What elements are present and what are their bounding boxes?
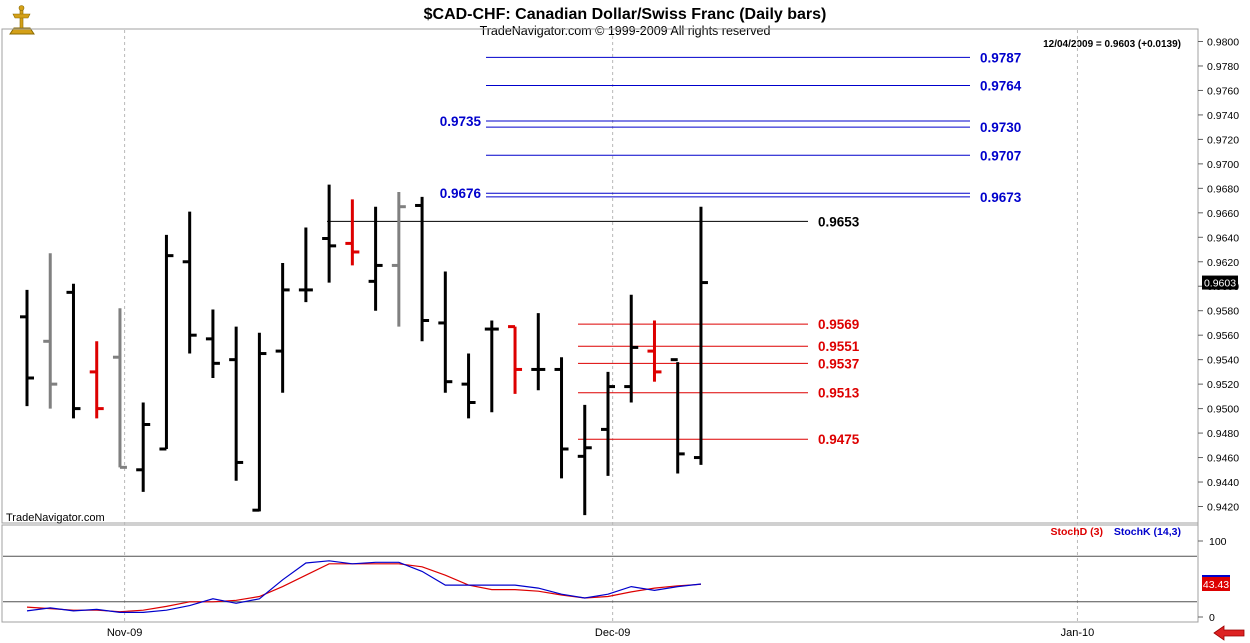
ohlc-bar [89,341,104,419]
ohlc-bar [322,184,337,283]
y-tick-label: 0.9500 [1207,404,1239,416]
y-tick-label: 0.9540 [1207,355,1239,367]
ohlc-bar [508,325,523,394]
date-axis: Nov-09 Dec-09 Jan-10 [107,627,1094,639]
stoch-last-value-label: 43.43 [1203,579,1229,591]
y-tick-label: 0.9760 [1207,85,1239,97]
y-tick-label: 0.9580 [1207,306,1239,318]
y-tick-label: 0.9680 [1207,183,1239,195]
last-price-label: 0.9603 [1204,278,1236,290]
scroll-right-arrow-icon[interactable] [1212,625,1248,641]
red-level-label: 0.9475 [818,432,860,447]
x-tick-label: Dec-09 [595,627,630,639]
y-tick-label: 0.9620 [1207,257,1239,269]
x-tick-label: Nov-09 [107,627,142,639]
blue-level-label: 0.9707 [980,148,1021,163]
vertical-gridlines [124,30,1078,621]
black-level-label: 0.9653 [818,214,860,229]
blue-level-label: 0.9673 [980,190,1022,205]
ohlc-bar [670,358,685,474]
stochastic-legend: StochD (3) StochK (14,3) [1051,526,1182,538]
y-tick-label: 0.9640 [1207,232,1239,244]
y-tick-label: 0.9780 [1207,61,1239,73]
ohlc-bar [577,404,592,516]
stochk-line [26,560,702,614]
ohlc-bar [554,357,569,479]
ohlc-bar [298,227,313,303]
price-axis: 0.9800 0.9780 0.9760 0.9740 0.9720 0.9700 0.96… [1198,37,1239,514]
stochd-line [26,563,701,613]
stoch-y-tick-label: 100 [1209,536,1227,548]
ohlc-bar [112,308,127,469]
red-level-label: 0.9537 [818,356,859,371]
last-price-marker: 0.9603 [1202,275,1238,290]
red-level-label: 0.9551 [818,339,860,354]
y-tick-label: 0.9440 [1207,477,1239,489]
price-panel-frame [1,28,1199,524]
y-tick-label: 0.9420 [1207,502,1239,514]
ohlc-bar [438,271,453,393]
stoch-last-value-box [1202,576,1230,591]
price-levels: 0.9735 0.9676 0.9787 0.9764 0.9730 0.9707 0.96… [327,50,1022,447]
ohlc-bar [182,211,197,354]
chart-subtitle: TradeNavigator.com © 1999-2009 All right… [480,24,771,38]
ohlc-bar [275,262,290,393]
y-tick-label: 0.9460 [1207,453,1239,465]
ohlc-bar [43,253,58,409]
trade-navigator-logo-icon[interactable] [9,5,35,35]
ohlc-bar [252,332,267,512]
ohlc-bar [159,234,174,451]
stoch-y-tick-label: 0 [1209,612,1215,624]
red-level-label: 0.9513 [818,386,860,401]
y-tick-label: 0.9800 [1207,37,1239,49]
ohlc-bar [136,402,151,492]
legend-stochk: StochK (14,3) [1114,526,1181,538]
blue-level-label: 0.9787 [980,50,1021,65]
ohlc-bar [484,320,499,413]
y-tick-label: 0.9560 [1207,330,1239,342]
ohlc-bar [647,320,662,382]
stochastic-panel [3,555,1197,614]
ohlc-bar [601,371,615,476]
y-tick-label: 0.9720 [1207,134,1239,146]
y-tick-label: 0.9520 [1207,379,1239,391]
watermark: TradeNavigator.com [6,512,105,524]
blue-level-label: 0.9676 [440,186,482,201]
stoch-last-value-underline [1202,574,1230,577]
legend-stochd: StochD (3) [1051,526,1104,538]
ohlc-bars [20,184,708,516]
ohlc-bar [205,309,220,379]
y-tick-label: 0.9480 [1207,428,1239,440]
ohlc-bar [461,353,476,419]
ohlc-bar [531,313,546,391]
ohlc-bar [693,206,708,465]
blue-level-label: 0.9735 [440,114,482,129]
y-tick-label: 0.9700 [1207,159,1239,171]
ohlc-bar [624,294,639,403]
quote-readout: 12/04/2009 = 0.9603 (+0.0139) [1043,39,1181,50]
x-tick-label: Jan-10 [1061,627,1095,639]
y-tick-label: 0.9660 [1207,208,1239,220]
ohlc-bar [229,326,244,481]
ohlc-bar [415,196,430,342]
last-price-box [1202,275,1238,290]
red-level-label: 0.9569 [818,317,859,332]
y-tick-label: 0.9740 [1207,110,1239,122]
stochastic-axis: 100 0 43.43 [1198,536,1230,624]
ohlc-bar [20,289,34,407]
ohlc-bar [66,283,81,419]
chart-title: $CAD-CHF: Canadian Dollar/Swiss Franc (D… [424,6,827,23]
blue-level-label: 0.9730 [980,120,1021,135]
blue-level-label: 0.9764 [980,79,1022,94]
ohlc-bar [368,206,383,311]
ohlc-bar [391,192,406,327]
ohlc-bar [345,199,360,266]
